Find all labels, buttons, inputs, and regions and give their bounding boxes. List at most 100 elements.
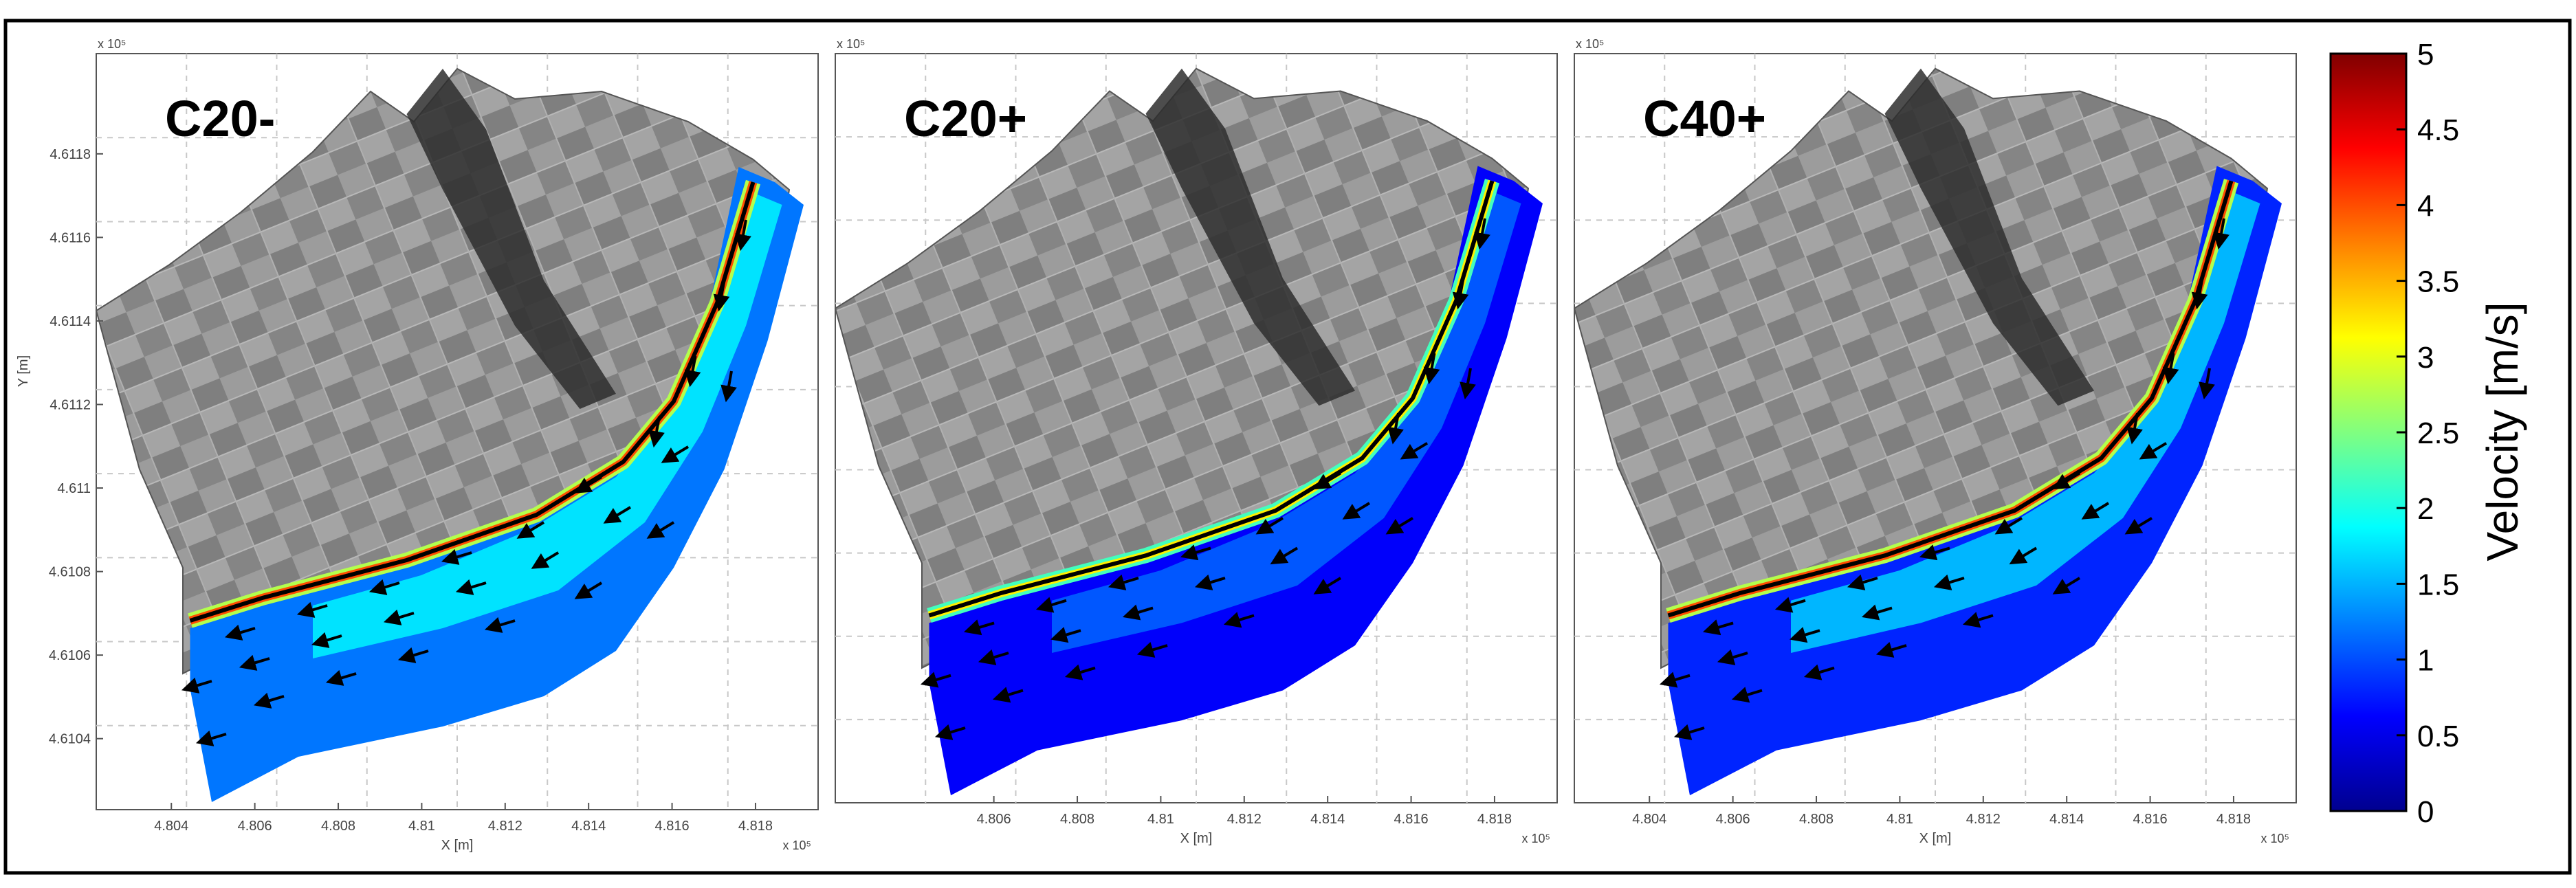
x-tick-label: 4.804 [154,819,188,834]
velocity-arrow [1400,442,1429,460]
x-exponent: x 10⁵ [783,839,811,852]
x-tick-label: 4.818 [2216,812,2251,827]
velocity-arrow [934,724,966,740]
y-exponent: x 10⁵ [1576,37,1604,51]
velocity-arrow [2162,353,2179,385]
y-tick-label: 4.6106 [49,648,91,663]
velocity-arrow [2124,517,2153,535]
y-axis-label: Y [m] [16,355,31,387]
velocity-arrow [455,579,487,595]
velocity-arrow [574,581,603,599]
velocity-arrow [1717,649,1748,665]
velocity-arrow [646,521,675,539]
panel-title: C40+ [1643,90,1766,147]
velocity-arrow [484,617,516,633]
y-tick-label: 4.6108 [49,565,91,580]
colorbar-tick-label: 1.5 [2417,568,2459,601]
velocity-arrow [1223,612,1255,628]
x-tick-label: 4.804 [1632,812,1666,827]
velocity-arrow [1122,604,1154,621]
x-tick-label: 4.814 [571,819,606,834]
velocity-arrow [239,654,270,671]
velocity-arrow [603,506,632,524]
velocity-arrow [661,445,690,463]
velocity-arrow [648,416,665,448]
x-tick-label: 4.81 [1147,812,1174,827]
velocity-arrow [181,677,212,693]
velocity-arrow [1803,664,1835,680]
velocity-arrow [1933,574,1965,590]
velocity-arrow [1789,627,1820,643]
canal [406,69,616,409]
velocity-arrow [531,551,560,569]
velocity-arrow [713,280,730,312]
velocity-arrow [1385,517,1414,535]
x-exponent: x 10⁵ [1522,832,1550,845]
velocity-arrow [1423,353,1440,385]
y-tick-label: 4.611 [57,481,91,496]
velocity-arrow [1050,627,1081,643]
colorbar-tick-label: 2.5 [2417,417,2459,450]
velocity-arrow [978,649,1009,665]
x-tick-label: 4.814 [1310,812,1345,827]
x-tick-label: 4.818 [738,819,773,834]
velocity-arrow [1452,278,1469,310]
colorbar-tick-label: 1 [2417,644,2434,678]
velocity-arrow [1270,546,1299,565]
colorbar-tick-label: 5 [2417,38,2434,71]
velocity-arrow [2081,502,2110,520]
panel-title: C20- [165,90,275,147]
velocity-arrow [2199,368,2215,400]
y-tick-label: 4.6114 [49,314,91,329]
velocity-arrow [1255,517,1284,535]
velocity-arrow [368,579,400,595]
velocity-arrow [963,619,995,636]
x-tick-label: 4.816 [655,819,690,834]
x-tick-label: 4.806 [238,819,272,834]
x-axis-label: X [m] [1919,831,1952,846]
velocity-arrow [516,521,545,539]
velocity-arrow [1731,687,1763,703]
velocity-arrow [383,609,415,625]
x-tick-label: 4.808 [1799,812,1834,827]
colorbar-tick-label: 0 [2417,795,2434,829]
velocity-arrow [684,355,701,388]
velocity-arrow [574,476,603,493]
colorbar-label: Velocity [m/s] [2478,302,2527,562]
velocity-arrow [1136,641,1168,658]
colorbar-tick-label: 3 [2417,341,2434,375]
velocity-arrow [311,632,342,648]
velocity-arrow [1474,218,1490,250]
panel-c20-: C20+ 4.806 4.808 4.81 4.812 4.814 4.816 4.818 X … [834,37,1558,846]
velocity-arrow [2052,577,2081,595]
velocity-arrow [1702,619,1734,636]
velocity-arrow [224,624,256,641]
velocity-arrow [2126,412,2143,445]
panel-c20-: C20- 4.804 4.806 4.808 4.81 4.812 4.814 4.816 4.… [16,37,819,853]
canal [1145,68,1355,406]
x-tick-label: 4.808 [1060,812,1094,827]
velocity-arrow [1313,577,1342,595]
velocity-arrow [1387,412,1404,445]
x-tick-label: 4.816 [1394,812,1429,827]
canal [1884,68,2094,406]
panels: C20- 4.804 4.806 4.808 4.81 4.812 4.814 4.816 4.… [16,37,2297,853]
colorbar-scale [2329,52,2408,812]
velocity-arrow [1847,574,1878,590]
velocity-arrow [296,601,328,618]
velocity-arrow [1342,502,1371,520]
x-tick-label: 4.812 [1227,812,1262,827]
x-tick-label: 4.812 [488,819,522,834]
velocity-arrow [992,687,1024,703]
velocity-arrow [920,671,951,688]
velocity-arrow [1994,517,2023,535]
y-exponent: x 10⁵ [837,37,865,51]
velocity-arrow [2139,442,2168,460]
x-tick-label: 4.808 [321,819,355,834]
x-tick-label: 4.81 [1886,812,1913,827]
colorbar-tick-label: 4.5 [2417,113,2459,147]
y-tick-label: 4.6116 [49,230,91,245]
colorbar-tick-label: 4 [2417,189,2434,223]
velocity-arrow [441,548,472,565]
